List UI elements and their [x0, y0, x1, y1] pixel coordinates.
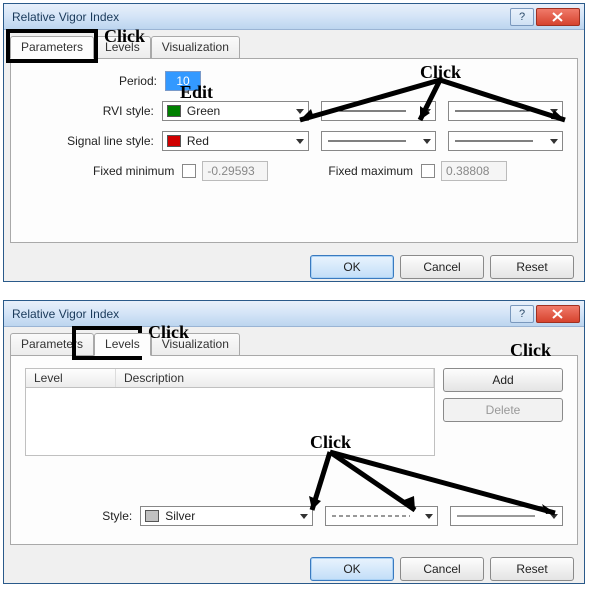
dialog-buttons: OK Cancel Reset [4, 249, 584, 289]
chevron-down-icon [550, 514, 558, 519]
tab-parameters[interactable]: Parameters [10, 36, 94, 59]
tab-levels[interactable]: Levels [94, 333, 151, 356]
chevron-down-icon [425, 514, 433, 519]
dialog-parameters: Relative Vigor Index ? Parameters Colors… [3, 3, 585, 282]
style-label: Style: [25, 509, 140, 523]
add-button[interactable]: Add [443, 368, 563, 392]
style-color-name: Silver [165, 509, 308, 523]
close-button[interactable] [536, 8, 580, 26]
side-buttons: Add Delete [443, 368, 563, 428]
tab-content: Level Description Add Delete Style: Silv… [10, 355, 578, 545]
titlebar[interactable]: Relative Vigor Index ? [4, 301, 584, 327]
style-linewidth-combo[interactable] [450, 506, 563, 526]
ok-button[interactable]: OK [310, 557, 394, 581]
signal-color-swatch [167, 135, 181, 147]
fixed-min-checkbox[interactable] [182, 164, 196, 178]
chevron-down-icon [423, 139, 431, 144]
dialog-title: Relative Vigor Index [12, 307, 508, 321]
signal-linestyle-combo[interactable] [321, 131, 436, 151]
tabbar: Parameters Colors Levels Visualization [4, 30, 584, 58]
help-button[interactable]: ? [510, 8, 534, 26]
close-button[interactable] [536, 305, 580, 323]
rvi-color-name: Green [187, 104, 304, 118]
dialog-title: Relative Vigor Index [12, 10, 508, 24]
col-description[interactable]: Description [116, 369, 434, 387]
col-level[interactable]: Level [26, 369, 116, 387]
chevron-down-icon [423, 109, 431, 114]
ok-button[interactable]: OK [310, 255, 394, 279]
levels-list-header: Level Description [25, 368, 435, 388]
dialog-levels: Relative Vigor Index ? Parameters Levels… [3, 300, 585, 584]
reset-button[interactable]: Reset [490, 255, 574, 279]
help-button[interactable]: ? [510, 305, 534, 323]
tab-visualization[interactable]: Visualization [151, 36, 240, 58]
rvi-linestyle-combo[interactable] [321, 101, 436, 121]
titlebar[interactable]: Relative Vigor Index ? [4, 4, 584, 30]
chevron-down-icon [300, 514, 308, 519]
delete-button: Delete [443, 398, 563, 422]
period-input[interactable]: 10 [165, 71, 201, 91]
levels-list[interactable] [25, 388, 435, 456]
signal-style-label: Signal line style: [25, 134, 162, 148]
cancel-button[interactable]: Cancel [400, 557, 484, 581]
rvi-linewidth-combo[interactable] [448, 101, 563, 121]
chevron-down-icon [550, 139, 558, 144]
style-linestyle-combo[interactable] [325, 506, 438, 526]
fixed-min-label: Fixed minimum [93, 164, 174, 178]
style-color-swatch [145, 510, 159, 522]
signal-linewidth-combo[interactable] [448, 131, 563, 151]
rvi-color-swatch [167, 105, 181, 117]
tab-visualization[interactable]: Visualization [151, 333, 240, 355]
rvi-style-label: RVI style: [25, 104, 162, 118]
fixed-max-value: 0.38808 [441, 161, 507, 181]
style-color-combo[interactable]: Silver [140, 506, 313, 526]
tabbar: Parameters Levels Visualization [4, 327, 584, 355]
signal-color-name: Red [187, 134, 304, 148]
signal-color-combo[interactable]: Red [162, 131, 309, 151]
tab-content: Period: 10 RVI style: Green Signal line … [10, 58, 578, 243]
tab-levels[interactable]: Levels [94, 36, 151, 58]
rvi-color-combo[interactable]: Green [162, 101, 309, 121]
fixed-min-value: -0.29593 [202, 161, 268, 181]
cancel-button[interactable]: Cancel [400, 255, 484, 279]
tab-parameters[interactable]: Parameters [10, 333, 94, 355]
chevron-down-icon [296, 109, 304, 114]
dialog-buttons: OK Cancel Reset [4, 551, 584, 591]
reset-button[interactable]: Reset [490, 557, 574, 581]
fixed-max-checkbox[interactable] [421, 164, 435, 178]
period-label: Period: [25, 74, 165, 88]
chevron-down-icon [550, 109, 558, 114]
chevron-down-icon [296, 139, 304, 144]
fixed-max-label: Fixed maximum [328, 164, 413, 178]
